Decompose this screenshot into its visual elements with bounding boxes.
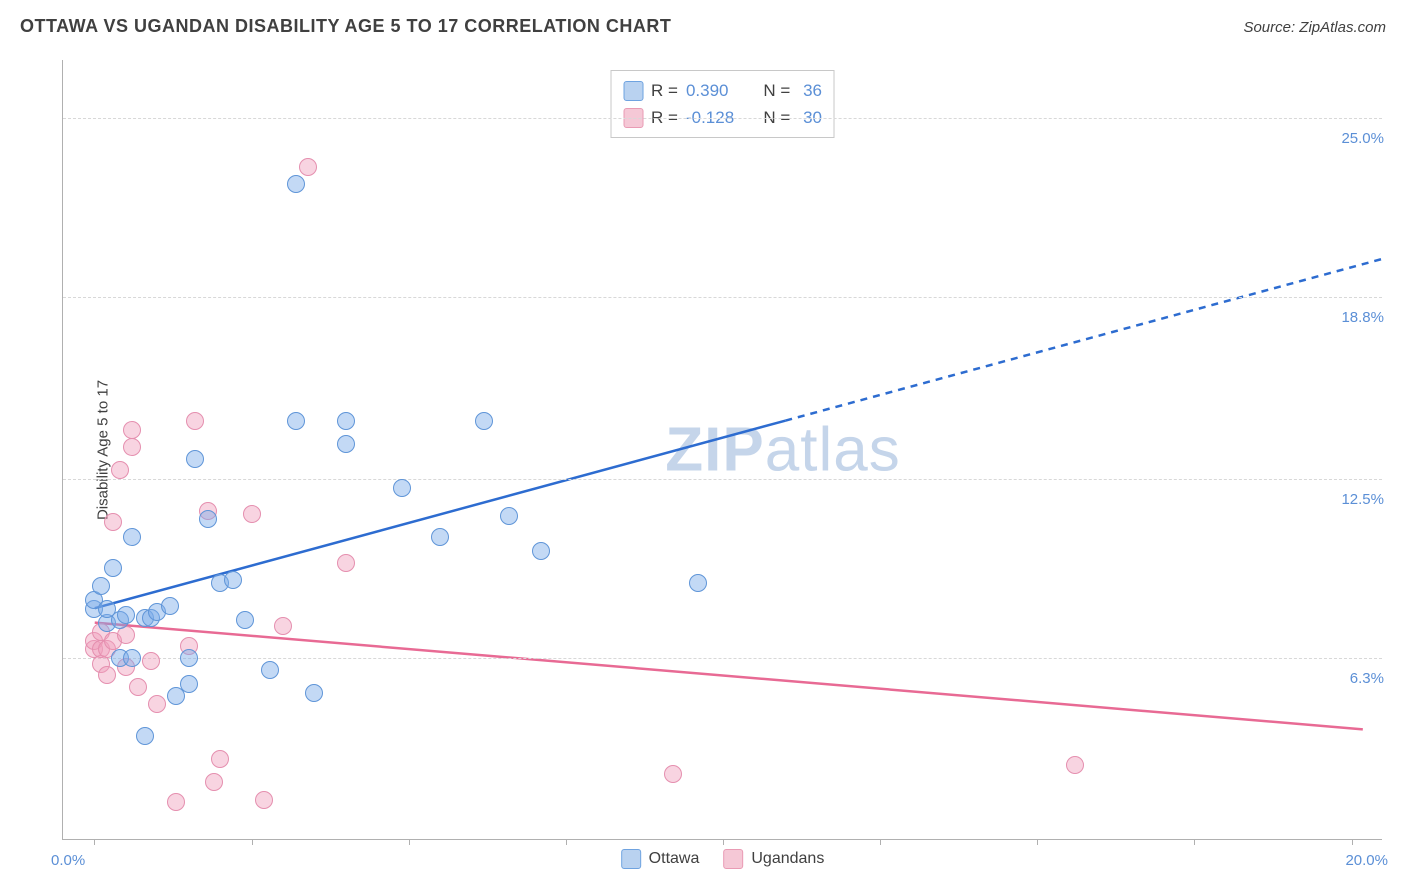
point-ugandans [664,765,682,783]
x-tick [566,839,567,845]
chart-source: Source: ZipAtlas.com [1243,19,1386,36]
x-tick [1037,839,1038,845]
point-ugandans [123,438,141,456]
point-ugandans [243,505,261,523]
point-ugandans [299,158,317,176]
point-ugandans [274,617,292,635]
stats-row: R = 0.390 N = 36 [623,77,822,104]
watermark: ZIPatlas [665,415,900,486]
legend-swatch [623,81,643,101]
point-ottawa [180,675,198,693]
point-ottawa [199,510,217,528]
gridline-h [63,118,1382,119]
x-tick [1194,839,1195,845]
point-ugandans [1066,756,1084,774]
x-tick [723,839,724,845]
point-ottawa [117,606,135,624]
point-ottawa [305,684,323,702]
x-tick [94,839,95,845]
point-ugandans [337,554,355,572]
point-ugandans [142,652,160,670]
point-ottawa [261,661,279,679]
y-axis-title: Disability Age 5 to 17 [95,379,112,519]
x-tick [252,839,253,845]
x-tick [409,839,410,845]
plot-area: Disability Age 5 to 17 ZIPatlas R = 0.390… [62,60,1382,840]
gridline-h [63,658,1382,659]
stat-r-label: R = [651,77,678,104]
correlation-chart: OTTAWA VS UGANDAN DISABILITY AGE 5 TO 17… [16,16,1390,876]
watermark-rest: atlas [765,416,901,485]
point-ottawa [236,611,254,629]
point-ottawa [123,528,141,546]
point-ugandans [104,513,122,531]
point-ottawa [500,507,518,525]
x-tick [880,839,881,845]
point-ottawa [337,412,355,430]
chart-header: OTTAWA VS UGANDAN DISABILITY AGE 5 TO 17… [16,16,1390,45]
watermark-bold: ZIP [665,416,764,485]
legend-swatch [723,849,743,869]
point-ottawa [92,577,110,595]
point-ottawa [224,571,242,589]
point-ugandans [211,750,229,768]
point-ugandans [123,421,141,439]
x-axis-max-label: 20.0% [1345,852,1388,869]
point-ottawa [287,175,305,193]
chart-title: OTTAWA VS UGANDAN DISABILITY AGE 5 TO 17… [20,16,671,37]
point-ugandans [111,461,129,479]
point-ottawa [689,574,707,592]
gridline-h [63,479,1382,480]
point-ottawa [287,412,305,430]
point-ottawa [337,435,355,453]
point-ugandans [167,793,185,811]
y-tick-label: 12.5% [1335,491,1384,508]
point-ugandans [148,695,166,713]
point-ottawa [180,649,198,667]
point-ottawa [186,450,204,468]
point-ottawa [532,542,550,560]
stat-r-value: 0.390 [686,77,738,104]
point-ottawa [393,479,411,497]
point-ottawa [475,412,493,430]
y-tick-label: 18.8% [1335,309,1384,326]
point-ottawa [161,597,179,615]
point-ugandans [255,791,273,809]
legend-item: Ottawa [621,849,700,869]
point-ugandans [98,666,116,684]
point-ottawa [431,528,449,546]
stats-legend: R =0.390 N = 36R =-0.128 N = 30 [610,70,835,138]
legend-item: Ugandans [723,849,824,869]
stat-n-label: N = [763,77,790,104]
point-ugandans [186,412,204,430]
point-ottawa [136,727,154,745]
point-ottawa [123,649,141,667]
legend-swatch [621,849,641,869]
legend-label: Ugandans [751,850,824,868]
gridline-h [63,297,1382,298]
point-ugandans [129,678,147,696]
series-legend: Ottawa Ugandans [621,849,825,869]
stat-n-value: 36 [798,77,822,104]
x-axis-min-label: 0.0% [51,852,85,869]
y-tick-label: 6.3% [1344,670,1384,687]
legend-label: Ottawa [649,850,700,868]
x-tick [1352,839,1353,845]
trend-lines [63,60,1382,839]
point-ottawa [104,559,122,577]
point-ugandans [205,773,223,791]
y-tick-label: 25.0% [1335,130,1384,147]
